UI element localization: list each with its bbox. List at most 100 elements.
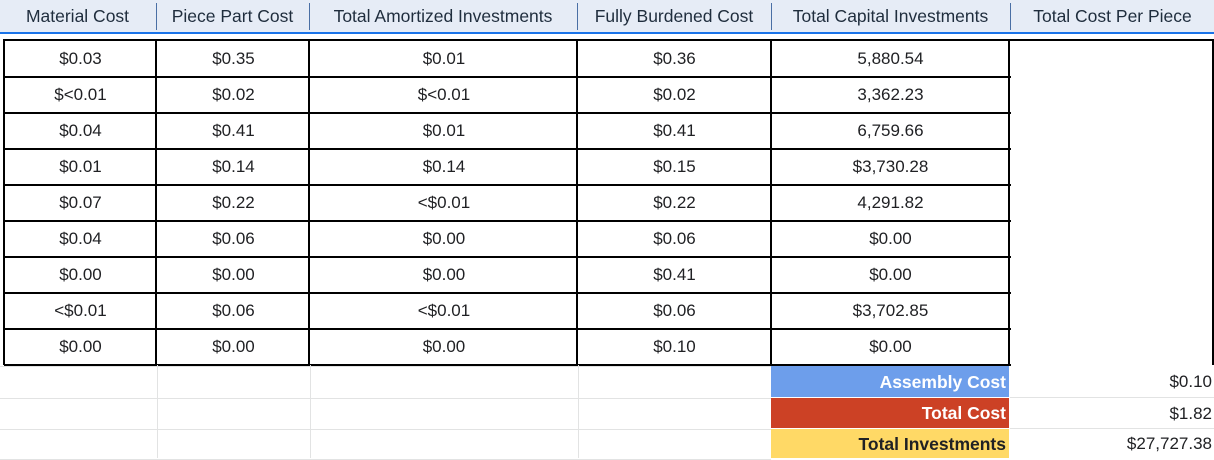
table-cell[interactable]: $0.22 xyxy=(212,193,255,212)
table-cell[interactable]: $0.00 xyxy=(59,265,102,284)
table-cell[interactable]: $0.06 xyxy=(212,229,255,248)
table-cell[interactable]: $0.04 xyxy=(59,121,102,140)
header-divider xyxy=(1010,3,1011,30)
summary-label-cell[interactable] xyxy=(771,429,1009,458)
row-border xyxy=(4,328,1011,330)
table-cell-empty[interactable] xyxy=(1010,185,1214,221)
header-divider xyxy=(309,3,310,30)
table-cell[interactable]: $0.14 xyxy=(422,157,466,176)
table-cell[interactable]: $0.00 xyxy=(869,229,912,248)
table-cell[interactable]: 4,291.82 xyxy=(857,193,924,212)
column-header-material-cost[interactable]: Material Cost xyxy=(25,6,130,26)
table-cell[interactable]: $0.14 xyxy=(212,157,255,176)
header-divider xyxy=(577,3,578,30)
column-header-fully-burdened-cost[interactable]: Fully Burdened Cost xyxy=(594,6,754,26)
column-border xyxy=(576,39,578,365)
table-cell[interactable]: $0.00 xyxy=(212,265,255,284)
table-cell[interactable]: $<0.01 xyxy=(417,85,471,104)
table-cell[interactable]: $0.00 xyxy=(422,337,466,356)
table-cell-empty[interactable] xyxy=(1010,221,1214,257)
table-cell[interactable]: $0.06 xyxy=(653,229,696,248)
summary-value[interactable]: $0.10 xyxy=(1169,372,1212,391)
table-cell[interactable]: $0.15 xyxy=(653,157,696,176)
table-cell[interactable]: $0.41 xyxy=(653,121,696,140)
column-border xyxy=(1008,39,1010,365)
row-border xyxy=(4,220,1011,222)
table-cell[interactable]: 3,362.23 xyxy=(857,85,924,104)
column-header-total-capital-investments[interactable]: Total Capital Investments xyxy=(792,6,989,26)
summary-value[interactable]: $1.82 xyxy=(1169,404,1212,423)
column-border xyxy=(3,39,5,365)
summary-label: Total Investments xyxy=(858,434,1007,454)
gridline xyxy=(1010,428,1214,429)
table-cell[interactable]: <$0.01 xyxy=(54,301,107,320)
header-row: Material Cost Piece Part Cost Total Amor… xyxy=(0,0,1214,34)
header-divider xyxy=(156,3,157,30)
summary-value[interactable]: $27,727.38 xyxy=(1126,434,1212,453)
table-cell[interactable]: <$0.01 xyxy=(417,301,471,320)
table-cell[interactable]: $0.06 xyxy=(212,301,255,320)
table-cell-empty[interactable] xyxy=(1010,77,1214,113)
table-cell[interactable]: $0.41 xyxy=(212,121,255,140)
table-cell[interactable]: $0.03 xyxy=(59,49,102,68)
header-divider xyxy=(771,3,772,30)
table-cell[interactable]: $0.35 xyxy=(212,49,255,68)
column-header-piece-part-cost[interactable]: Piece Part Cost xyxy=(171,6,294,26)
row-border xyxy=(4,148,1011,150)
column-border xyxy=(308,39,310,365)
row-border xyxy=(4,364,1011,366)
row-border xyxy=(4,112,1011,114)
table-cell-empty[interactable] xyxy=(1010,149,1214,185)
column-header-total-amortized-investments[interactable]: Total Amortized Investments xyxy=(333,6,553,26)
table-cell-empty[interactable] xyxy=(1010,40,1214,77)
row-border xyxy=(4,292,1011,294)
table-cell[interactable]: $0.01 xyxy=(59,157,102,176)
table-cell-empty[interactable] xyxy=(1010,257,1214,293)
table-cell[interactable]: $0.00 xyxy=(869,265,912,284)
table-cell[interactable]: $0.41 xyxy=(653,265,696,284)
table-cell[interactable]: $0.06 xyxy=(653,301,696,320)
column-header-total-cost-per-piece[interactable]: Total Cost Per Piece xyxy=(1033,6,1192,26)
table-cell[interactable]: $0.22 xyxy=(653,193,696,212)
table-cell[interactable]: $0.00 xyxy=(869,337,912,356)
gridline xyxy=(0,429,771,430)
gridline xyxy=(310,365,311,458)
table-cell[interactable]: $0.02 xyxy=(212,85,255,104)
table-cell[interactable]: $0.02 xyxy=(653,85,696,104)
table-cell[interactable]: $0.01 xyxy=(422,121,466,140)
table-cell[interactable]: $3,702.85 xyxy=(852,301,929,320)
table-cell[interactable]: $0.10 xyxy=(653,337,696,356)
table-cell[interactable]: $0.00 xyxy=(212,337,255,356)
table-cell[interactable]: $0.00 xyxy=(59,337,102,356)
row-border xyxy=(4,256,1011,258)
table-cell[interactable]: $0.01 xyxy=(422,49,466,68)
table-cell[interactable]: $<0.01 xyxy=(54,85,107,104)
summary-label: Total Cost xyxy=(921,403,1006,423)
table-cell[interactable]: $0.00 xyxy=(422,265,466,284)
row-border xyxy=(4,39,1214,41)
gridline xyxy=(1010,397,1214,398)
gridline xyxy=(578,365,579,458)
table-cell[interactable]: 6,759.66 xyxy=(857,121,924,140)
table-cell[interactable]: $0.36 xyxy=(653,49,696,68)
column-border xyxy=(155,39,157,365)
row-border xyxy=(4,76,1011,78)
column-border xyxy=(770,39,772,365)
table-cell[interactable]: <$0.01 xyxy=(417,193,471,212)
row-border xyxy=(4,184,1011,186)
table-cell[interactable]: $0.07 xyxy=(59,193,102,212)
table-cell[interactable]: $0.04 xyxy=(59,229,102,248)
table-cell[interactable]: $0.00 xyxy=(422,229,466,248)
table-cell[interactable]: 5,880.54 xyxy=(857,49,924,68)
gridline xyxy=(0,398,771,399)
table-cell-empty[interactable] xyxy=(1010,113,1214,149)
column-border xyxy=(1212,39,1214,365)
summary-label: Assembly Cost xyxy=(879,372,1006,392)
summary-label-cell[interactable] xyxy=(771,366,1009,397)
table-cell[interactable]: $3,730.28 xyxy=(852,157,929,176)
table-cell-empty[interactable] xyxy=(1010,329,1214,365)
summary-label-cell[interactable] xyxy=(771,398,1009,428)
table-cell-empty[interactable] xyxy=(1010,293,1214,329)
gridline xyxy=(0,366,771,367)
